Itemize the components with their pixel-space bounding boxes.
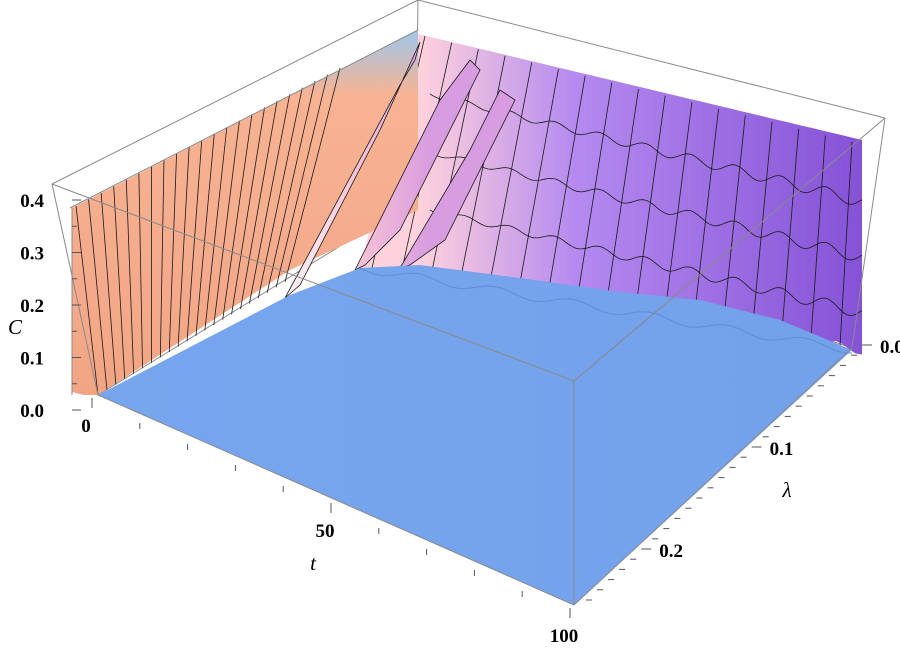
mesh-line-left	[231, 107, 265, 315]
mesh-line-left	[266, 81, 316, 293]
mesh-line-back	[751, 122, 773, 332]
mesh-line-back	[488, 62, 533, 288]
mesh-line-back	[664, 102, 693, 317]
mesh-line-back	[576, 82, 613, 303]
mesh-line-back	[605, 88, 639, 308]
mesh-line-left	[88, 199, 108, 390]
y-tick-label: 0.0	[880, 337, 900, 358]
z-tick-label: 0.4	[20, 191, 44, 212]
axis-tick-labels: 0 50 100 0.0 0.1 0.2 0.0 0.1 0.2 0.3 0.4	[20, 191, 900, 647]
box-edge-front-3	[51, 183, 575, 382]
mesh-line-back	[547, 75, 586, 298]
ridge-3	[399, 89, 516, 269]
mesh-line-left	[159, 159, 165, 358]
ridge-1	[284, 41, 421, 299]
box-edge-front-0	[97, 394, 575, 606]
mesh-line-left	[168, 153, 177, 352]
left-wall-surface	[72, 30, 418, 395]
mesh-line-left	[240, 100, 278, 309]
box-edge-top-left	[69, 29, 419, 209]
mesh-line-left	[195, 133, 215, 336]
box-edge-front-1	[573, 347, 853, 606]
mesh-line-left	[75, 205, 99, 396]
mesh-line-left	[284, 67, 341, 283]
mesh-line-left	[257, 87, 303, 299]
x-tick-label: 100	[550, 626, 579, 647]
x-tick-label: 0	[81, 416, 91, 437]
box-edge-front-6	[51, 183, 99, 396]
mesh-line-left	[275, 74, 328, 288]
box-edge-front-4	[573, 117, 886, 382]
surface	[72, 30, 863, 605]
mesh-line-back	[839, 141, 853, 347]
mesh-line-left	[186, 140, 203, 342]
mesh-line-left	[100, 192, 117, 385]
y-tick-label: 0.2	[659, 541, 683, 562]
mesh-line-back	[459, 55, 506, 283]
mesh-contour-back	[429, 209, 863, 316]
mesh-line-back	[634, 95, 666, 312]
z-tick-label: 0.1	[20, 349, 44, 370]
z-tick-label: 0.3	[20, 244, 44, 265]
mesh-contour-back	[429, 151, 863, 261]
box-edge-back-1	[417, 0, 886, 119]
mesh-line-left	[248, 94, 291, 304]
y-tick-label: 0.1	[770, 439, 794, 460]
z-tick-label: 0.2	[20, 296, 44, 317]
mesh-line-back	[693, 108, 719, 322]
box-edge-back-2	[51, 0, 419, 185]
ridge-2	[354, 59, 481, 271]
box-edge-front-5	[851, 117, 886, 349]
axis-ticks	[72, 199, 872, 618]
mesh-line-back	[810, 135, 826, 342]
mesh-line-left	[177, 146, 190, 347]
mesh-line-left	[138, 173, 143, 369]
bounding-box-front	[51, 29, 886, 606]
mesh-line-left	[204, 127, 228, 331]
mesh-line-left	[222, 113, 253, 320]
floor-boundary	[359, 267, 852, 354]
y-axis-title: λ	[781, 478, 791, 502]
x-axis-title: t	[310, 551, 317, 575]
mesh-line-back	[781, 128, 800, 337]
mesh-line-left	[113, 186, 126, 379]
floor-surface	[98, 265, 852, 605]
z-tick-label: 0.0	[20, 401, 44, 422]
x-tick-label: 50	[316, 521, 335, 542]
mesh-line-left	[213, 120, 240, 326]
z-axis-title: C	[8, 315, 23, 339]
